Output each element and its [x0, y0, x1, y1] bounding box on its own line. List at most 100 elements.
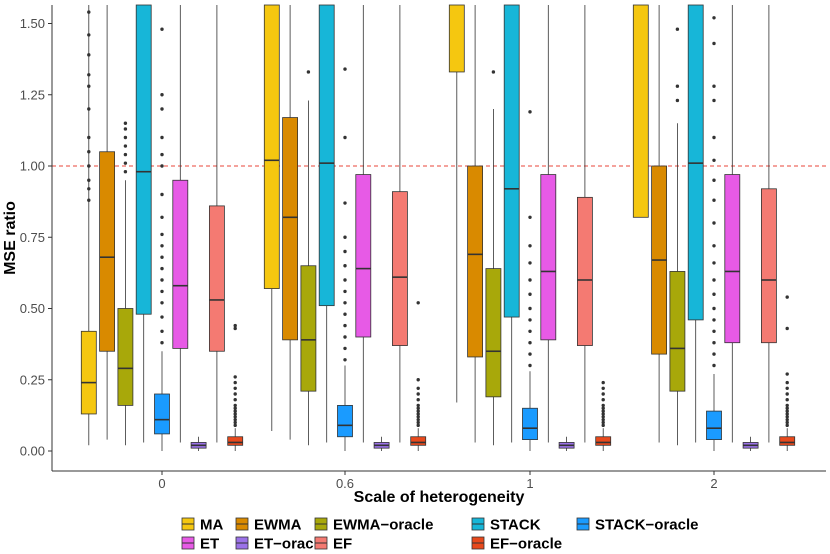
- legend-item-et: ET: [181, 536, 219, 553]
- box-stack-2: [687, 4, 704, 443]
- outlier-point: [160, 329, 164, 333]
- outlier-point: [233, 412, 237, 416]
- box-body: [227, 436, 244, 446]
- outlier-point: [233, 380, 237, 385]
- box-stack-oracle-0: [154, 27, 170, 451]
- legend-item-ef-oracle: EF−oracle: [471, 536, 562, 553]
- box-stack-1: [503, 4, 520, 443]
- outlier-point: [785, 326, 789, 331]
- box-body: [318, 4, 335, 307]
- outlier-point: [123, 161, 128, 165]
- box-et-oracle-2: [742, 436, 759, 451]
- axes-layer: [51, 5, 826, 472]
- box-ef-oracle-0: [227, 323, 244, 451]
- outlier-point: [160, 255, 164, 259]
- outlier-point: [712, 84, 716, 88]
- box-et-0.6: [355, 5, 372, 443]
- box-body: [485, 268, 502, 398]
- outlier-point: [233, 398, 237, 402]
- outlier-point: [343, 278, 347, 282]
- y-tick-label: 1.00: [20, 159, 45, 174]
- outlier-point: [528, 318, 532, 322]
- box-body: [503, 4, 520, 318]
- outlier-point: [785, 415, 789, 419]
- outlier-point: [233, 403, 237, 408]
- outlier-point: [785, 392, 789, 396]
- box-ewma-oracle-1: [485, 70, 502, 446]
- outlier-point: [160, 215, 164, 219]
- outlier-point: [343, 135, 347, 140]
- outlier-point: [233, 386, 237, 390]
- outlier-point: [123, 121, 128, 125]
- box-body: [391, 191, 408, 346]
- outlier-point: [87, 84, 91, 88]
- outlier-point: [528, 341, 532, 345]
- legend-label: STACK−oracle: [595, 517, 699, 534]
- outlier-point: [87, 53, 91, 57]
- legend-item-ewma: EWMA: [235, 517, 302, 534]
- box-stack-oracle-2: [706, 16, 722, 451]
- outlier-point: [160, 152, 164, 157]
- ticks-layer: 0.00 0.25 0.50 0.75 1.00 1.25 1.50 0 0.6 1 2: [20, 16, 718, 491]
- outlier-point: [160, 244, 164, 248]
- outlier-point: [416, 412, 420, 416]
- outlier-point: [306, 70, 311, 74]
- outlier-point: [160, 107, 164, 111]
- outlier-point: [712, 363, 716, 368]
- outlier-point: [233, 392, 237, 396]
- y-tick-label: 1.50: [20, 16, 45, 31]
- outlier-point: [343, 264, 347, 268]
- box-ef-2: [761, 5, 777, 443]
- outlier-point: [416, 417, 420, 422]
- outlier-point: [416, 415, 420, 419]
- outlier-point: [712, 329, 716, 333]
- box-stack-0: [135, 4, 152, 443]
- box-body: [300, 265, 317, 392]
- box-body: [263, 4, 280, 289]
- box-stack-oracle-1: [522, 110, 538, 451]
- box-ef-1: [577, 5, 593, 443]
- legend-item-stack: STACK: [471, 517, 541, 534]
- boxes-layer: [80, 4, 796, 451]
- outlier-point: [87, 198, 91, 202]
- outlier-point: [601, 409, 605, 413]
- outlier-point: [528, 292, 532, 296]
- outlier-point: [233, 409, 237, 413]
- outlier-point: [233, 406, 237, 410]
- outlier-point: [233, 417, 237, 422]
- outlier-point: [601, 403, 605, 408]
- x-axis-title: Scale of heterogeneity: [354, 489, 525, 506]
- box-body: [355, 174, 372, 338]
- outlier-point: [601, 398, 605, 402]
- box-body: [135, 4, 152, 315]
- outlier-point: [785, 417, 789, 422]
- outlier-point: [601, 406, 605, 410]
- outlier-point: [123, 135, 128, 140]
- outlier-point: [712, 178, 716, 182]
- outlier-point: [233, 420, 237, 425]
- outlier-point: [123, 144, 128, 148]
- outlier-point: [528, 110, 532, 114]
- legend-label: EWMA−oracle: [333, 517, 433, 534]
- box-ef-oracle-0.6: [410, 301, 427, 451]
- box-body: [282, 117, 299, 341]
- y-tick-label: 0.50: [20, 301, 45, 316]
- outlier-point: [343, 235, 347, 239]
- x-tick-label: 0.6: [336, 476, 354, 491]
- outlier-point: [416, 301, 420, 305]
- outlier-point: [160, 341, 164, 345]
- box-body: [706, 410, 722, 441]
- outlier-point: [712, 221, 716, 225]
- outlier-point: [601, 423, 605, 428]
- box-body: [522, 407, 538, 441]
- outlier-point: [233, 415, 237, 419]
- outlier-point: [675, 27, 680, 31]
- outlier-point: [343, 201, 347, 205]
- outlier-point: [233, 326, 237, 331]
- outlier-point: [785, 372, 789, 376]
- outlier-point: [343, 358, 347, 362]
- box-body: [80, 330, 97, 415]
- outlier-point: [712, 341, 716, 345]
- legend-label: ET−oracle: [254, 536, 326, 553]
- y-tick-label: 0.00: [20, 444, 45, 459]
